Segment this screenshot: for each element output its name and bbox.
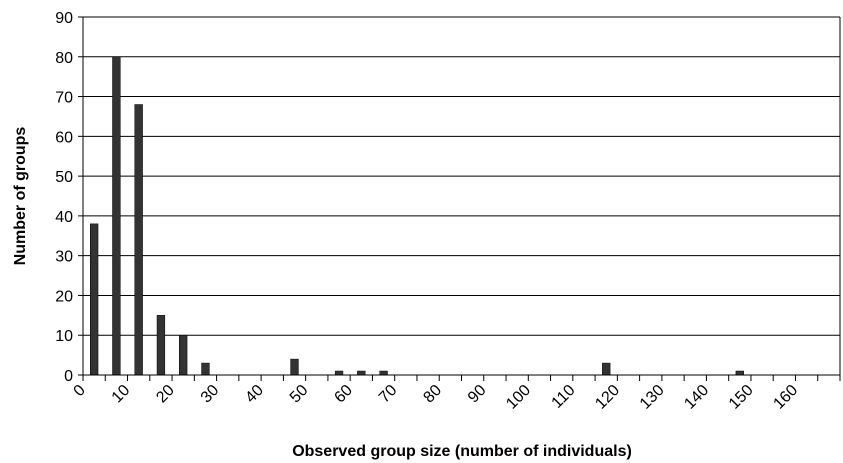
y-tick-label: 80 — [55, 50, 73, 67]
x-tick-labels: 0 10 20 30 40 50 60 70 80 90 100 110 120 130 140 150 160 — [71, 382, 802, 413]
y-tick-label: 40 — [55, 209, 73, 226]
y-tick-label: 0 — [64, 368, 73, 385]
x-tick-label: 0 — [71, 382, 89, 400]
bar — [112, 56, 121, 376]
y-tick-labels: 0 10 20 30 40 50 60 70 80 90 — [55, 10, 73, 385]
x-tick-label: 90 — [465, 382, 490, 407]
bar — [89, 223, 99, 376]
axes — [78, 16, 841, 381]
x-tick-label: 110 — [549, 382, 579, 412]
bar — [134, 104, 143, 376]
bar — [156, 315, 166, 376]
y-tick-label: 70 — [55, 90, 73, 107]
x-axis-title: Observed group size (number of individua… — [292, 443, 632, 460]
bar — [201, 362, 210, 376]
x-tick-label: 60 — [331, 382, 356, 407]
y-tick-label: 60 — [55, 129, 73, 146]
x-tick-label: 130 — [637, 382, 668, 413]
x-tick-label: 120 — [592, 382, 623, 413]
y-tick-label: 50 — [55, 169, 73, 186]
bar — [334, 370, 344, 376]
x-tick-label: 10 — [109, 382, 134, 407]
x-tick-label: 140 — [681, 382, 712, 413]
x-tick-label: 20 — [153, 382, 178, 407]
x-tick-label: 80 — [420, 382, 445, 407]
x-tick-label: 160 — [770, 382, 801, 413]
bar — [379, 370, 388, 376]
y-tick-label: 10 — [55, 328, 73, 345]
y-axis-title: Number of groups — [12, 127, 29, 266]
bar — [602, 362, 611, 376]
x-tick-label: 100 — [503, 382, 534, 413]
x-tick-label: 50 — [287, 382, 312, 407]
y-tick-label: 20 — [55, 288, 73, 305]
bar — [179, 334, 188, 376]
y-tick-label: 90 — [55, 10, 73, 27]
y-tick-label: 30 — [55, 249, 73, 266]
x-tick-label: 40 — [242, 382, 267, 407]
bar — [735, 370, 744, 376]
bar — [357, 370, 366, 376]
bar — [290, 358, 299, 376]
x-tick-label: 30 — [198, 382, 223, 407]
x-tick-label: 70 — [376, 382, 401, 407]
x-tick-label: 150 — [726, 382, 757, 413]
gridlines — [83, 16, 840, 336]
